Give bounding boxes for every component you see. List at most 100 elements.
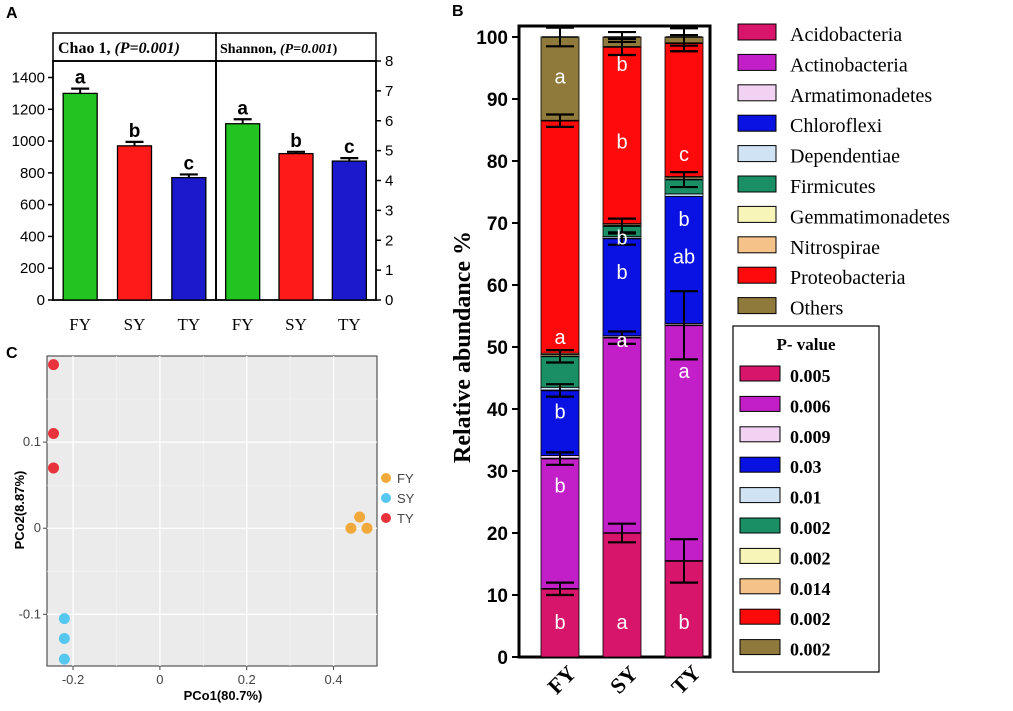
segment-letter: a xyxy=(554,327,566,349)
abundance-plot: 0102030405060708090100bbbaaFYaabbbbSYbaa… xyxy=(476,24,712,699)
x-tick-label-ty: TY xyxy=(666,660,705,699)
x-tick-label-sy: SY xyxy=(124,315,146,334)
pvalue-label: 0.006 xyxy=(790,396,831,416)
segment-acidobacteria xyxy=(602,532,642,658)
legend-label-actinobacteria: Actinobacteria xyxy=(790,54,908,76)
segment-proteobacteria xyxy=(540,120,580,354)
y-tick-label: 60 xyxy=(487,276,508,297)
x-tick-label: 0 xyxy=(156,672,163,687)
point-ty xyxy=(48,462,60,474)
legend-label-ty: TY xyxy=(397,511,414,526)
legend-swatch-dependentiae xyxy=(737,145,777,163)
segment-letter: b xyxy=(616,228,627,250)
legend-swatch-actinobacteria xyxy=(737,53,777,71)
y-tick-label: 2 xyxy=(385,232,393,249)
bar-fy xyxy=(225,123,261,301)
legend-dot-sy xyxy=(381,493,391,503)
pvalue-swatch xyxy=(739,608,781,625)
legend-label-chloroflexi: Chloroflexi xyxy=(790,115,883,137)
segment-letter: b xyxy=(616,132,627,154)
x-tick-label-ty: TY xyxy=(177,315,200,334)
significance-letter: b xyxy=(290,131,302,152)
segment-letter: b xyxy=(554,612,565,634)
point-sy xyxy=(58,653,70,665)
pcoa-y-label: PCo2(8.87%) xyxy=(12,471,27,550)
legend-swatch-proteobacteria xyxy=(737,266,777,284)
panel-label-a: A xyxy=(6,5,18,22)
x-tick-label-fy: FY xyxy=(69,315,91,334)
pvalue-label: 0.014 xyxy=(790,579,831,599)
segment-chloroflexi xyxy=(602,238,642,337)
pvalue-label: 0.009 xyxy=(790,427,831,447)
segment-letter: a xyxy=(554,67,566,89)
y-tick-label: 4 xyxy=(385,173,393,190)
y-tick-label: 0 xyxy=(34,520,41,535)
y-tick-label: 10 xyxy=(487,586,508,607)
point-fy xyxy=(345,522,357,534)
x-tick-label-fy: FY xyxy=(542,660,580,698)
legend-dot-ty xyxy=(381,513,391,523)
pvalue-label: 0.03 xyxy=(790,457,822,477)
pcoa-plot: -0.2 0 0.2 0.4 -0.1 0 0.1 xyxy=(19,355,378,687)
pcoa-legend: FY SY TY xyxy=(381,471,415,526)
panel-label-b: B xyxy=(452,3,464,20)
y-tick-label: 0 xyxy=(497,648,508,669)
y-tick-label: 800 xyxy=(20,165,45,182)
bar-fy xyxy=(62,92,98,301)
legend-label-fy: FY xyxy=(397,471,414,486)
y-tick-label: 1400 xyxy=(12,70,45,87)
significance-letter: a xyxy=(237,98,248,119)
y-tick-label: 7 xyxy=(385,83,393,100)
pvalue-swatch xyxy=(739,517,781,534)
pvalue-title: P- value xyxy=(776,335,835,354)
pvalue-label: 0.002 xyxy=(790,609,831,629)
point-sy xyxy=(58,632,70,644)
shannon-chart: Shannon, (P=0.001) 0 1 2 3 4 5 6 7 8 a FY b SY c TY xyxy=(215,32,393,334)
x-tick-label: 0.4 xyxy=(325,672,343,687)
legend-label-gemmatimonadetes: Gemmatimonadetes xyxy=(790,206,950,228)
y-tick-label: 3 xyxy=(385,202,393,219)
significance-letter: c xyxy=(344,137,355,158)
legend-label-sy: SY xyxy=(397,491,415,506)
pvalue-legend: 0.005 0.006 0.009 0.03 0.01 0.002 0.002 0.014 0.… xyxy=(739,365,831,660)
x-tick-label-sy: SY xyxy=(285,315,307,334)
y-tick-label: 70 xyxy=(487,214,508,235)
abundance-y-label: Relative abundance % xyxy=(450,231,476,463)
significance-letter: b xyxy=(129,121,141,142)
point-ty xyxy=(48,359,60,371)
pvalue-swatch xyxy=(739,578,781,595)
pvalue-swatch xyxy=(739,365,781,382)
shannon-title: Shannon, (P=0.001) xyxy=(220,42,338,57)
pcoa-chart: -0.2 0 0.2 0.4 -0.1 0 0.1 PCo1(80.7%) PCo2(8.8… xyxy=(12,355,415,703)
y-tick-label: 0.1 xyxy=(23,434,41,449)
segment-proteobacteria xyxy=(664,42,704,177)
segment-letter: b xyxy=(554,401,565,423)
chao1-title: Chao 1, (P=0.001) xyxy=(58,40,180,57)
x-tick-label: -0.2 xyxy=(62,672,84,687)
legend-label-dependentiae: Dependentiae xyxy=(790,146,900,168)
legend-label-others: Others xyxy=(790,298,844,320)
point-fy xyxy=(361,522,373,534)
y-tick-label: 5 xyxy=(385,143,393,160)
legend-swatch-chloroflexi xyxy=(737,114,777,132)
legend-label-proteobacteria: Proteobacteria xyxy=(790,267,906,289)
y-tick-label: 1200 xyxy=(12,101,45,118)
y-tick-label: 0 xyxy=(385,292,393,309)
legend-swatch-firmicutes xyxy=(737,175,777,193)
legend-swatch-armatimonadetes xyxy=(737,84,777,102)
pvalue-swatch xyxy=(739,395,781,412)
segment-letter: b xyxy=(678,612,689,634)
pvalue-swatch xyxy=(739,639,781,656)
y-tick-label: 0 xyxy=(37,292,45,309)
bar-sy xyxy=(278,152,314,301)
segment-letter: a xyxy=(678,361,690,383)
bar-ty xyxy=(171,176,207,301)
segment-letter: b xyxy=(616,262,627,284)
segment-proteobacteria xyxy=(602,46,642,225)
significance-letter: a xyxy=(75,68,86,89)
segment-letter: ab xyxy=(673,246,695,268)
pvalue-label: 0.01 xyxy=(790,488,822,508)
segment-actinobacteria xyxy=(540,458,580,590)
chao1-plot: 0 200 400 600 800 1000 1200 1400 a FY b SY c TY xyxy=(12,60,217,334)
